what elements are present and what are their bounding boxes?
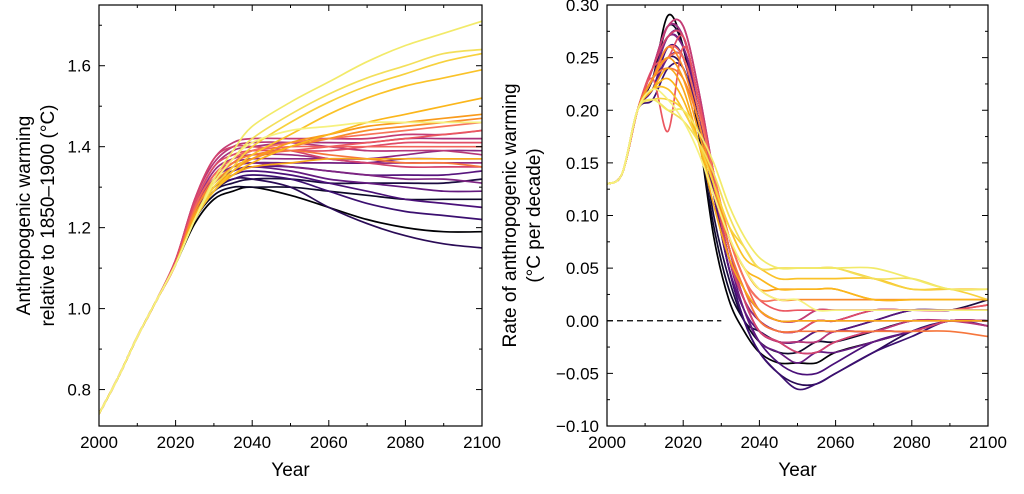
left-panel-warming: 2000 2020 2040 2060 2080 2100 0.8 1.0 1.2 1.4 1.6 Y… [14,4,501,481]
left-series-line-26 [99,68,482,415]
right-y-tick-label: −0.05 [556,364,599,383]
right-series-line-5 [607,62,988,391]
left-series-line-25 [99,97,482,415]
left-series-line-9 [99,157,482,415]
left-series-line-8 [99,166,482,415]
right-y-tick-label: 0.25 [566,49,599,68]
left-series-line-10 [99,162,482,415]
right-series-line-22 [607,46,988,302]
right-series-line-7 [607,33,988,344]
right-series-line-20 [607,52,988,303]
right-y-axis-title-line-1: Rate of anthropogenic warming [500,83,521,347]
left-series-line-15 [99,129,482,415]
left-y-axis-title-line-1: Anthropogenic warming [14,116,35,316]
right-x-tick-label: 2040 [740,433,778,452]
right-x-axis-title: Year [778,460,817,481]
right-series-line-25 [607,77,988,302]
left-x-tick-label: 2060 [310,433,348,452]
right-y-tick-label: 0.15 [566,154,599,173]
left-x-tick-label: 2000 [80,433,118,452]
left-x-tick-label: 2100 [463,433,501,452]
right-series-line-26 [607,85,988,291]
right-y-tick-label: 0.00 [566,312,599,331]
right-panel-warming-rate: 2000 2020 2040 2060 2080 2100 −0.10 −0.05 0.00 0.… [500,0,1007,481]
left-x-axis-title: Year [271,460,310,481]
left-y-tick-label: 1.2 [67,219,91,238]
left-y-tick-label: 1.0 [67,300,91,319]
right-x-tick-label: 2080 [893,433,931,452]
left-series-line-27 [99,52,482,415]
left-series-group [99,20,482,415]
left-series-line-12 [99,153,482,415]
left-series-line-18 [99,129,482,415]
right-series-line-23 [607,56,988,302]
right-series-line-29 [607,98,988,291]
left-y-axis-title-line-2: relative to 1850–1900 (°C) [38,104,59,326]
right-series-line-14 [607,29,988,344]
right-series-line-27 [607,97,988,301]
left-series-line-5 [99,174,482,415]
right-series-line-30 [607,88,988,312]
right-x-tick-label: 2100 [969,433,1007,452]
right-y-tick-label: 0.10 [566,207,599,226]
right-y-axis-title-line-2: (°C per decade) [524,148,545,282]
right-series-line-18 [607,45,988,312]
right-series-line-17 [607,34,988,334]
left-series-line-29 [99,20,482,415]
left-y-tick-label: 1.4 [67,138,91,157]
left-series-line-6 [99,170,482,415]
right-series-line-4 [607,55,988,387]
left-y-tick-label: 0.8 [67,381,91,400]
right-x-tick-label: 2060 [817,433,855,452]
left-x-tick-label: 2080 [386,433,424,452]
right-series-group [607,13,988,391]
left-y-tick-label: 1.6 [67,57,91,76]
left-series-line-30 [99,121,482,415]
left-x-tick-label: 2020 [157,433,195,452]
right-x-tick-label: 2020 [664,433,702,452]
right-series-line-3 [607,44,988,344]
left-series-line-7 [99,165,482,415]
left-series-line-28 [99,48,482,415]
right-x-tick-label: 2000 [588,433,626,452]
left-series-line-16 [99,144,482,415]
left-series-line-24 [99,157,482,415]
left-x-tick-label: 2040 [233,433,271,452]
right-y-tick-label: 0.20 [566,101,599,120]
right-y-tick-label: −0.10 [556,417,599,436]
right-y-tick-label: 0.05 [566,259,599,278]
right-series-line-10 [607,33,988,355]
right-y-tick-label: 0.30 [566,0,599,15]
